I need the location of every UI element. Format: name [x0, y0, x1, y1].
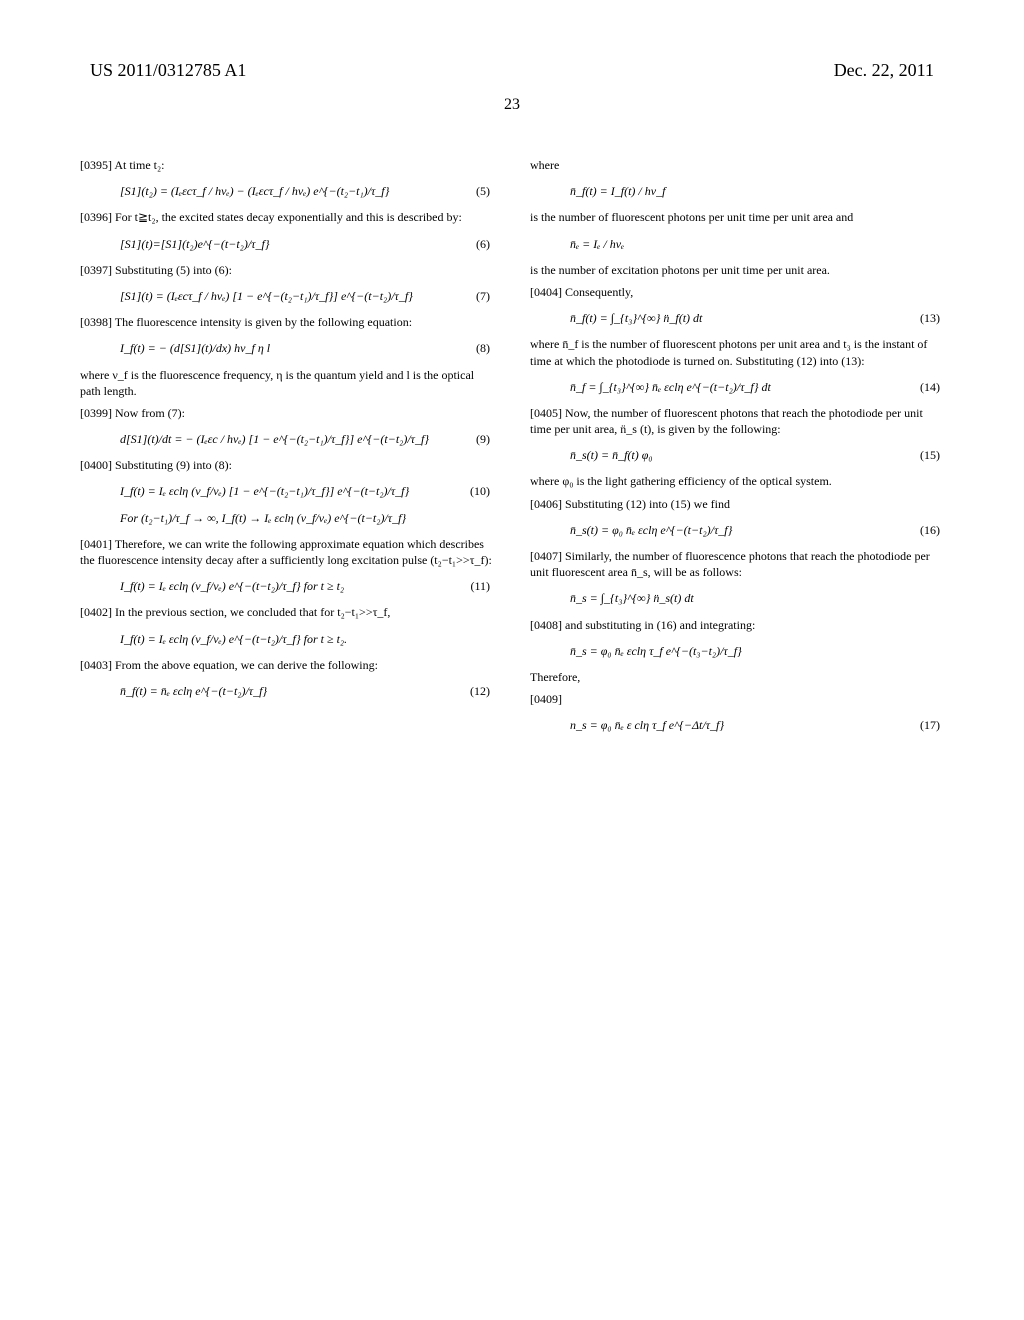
equation-10-number: (10): [450, 483, 494, 499]
equation-12: n̄_f(t) = n̄ₑ εclη e^{−(t−t₂)/τ_f} (12): [120, 683, 494, 699]
equation-9-text: d[S1](t)/dt = − (Iₑεc / hνₑ) [1 − e^{−(t…: [120, 431, 450, 447]
equation-13-text: n̄_f(t) = ∫_{t₃}^{∞} n̈_f(t) dt: [570, 310, 900, 326]
publication-date: Dec. 22, 2011: [834, 60, 934, 81]
equation-7-text: [S1](t) = (Iₑεcτ_f / hνₑ) [1 − e^{−(t₂−t…: [120, 288, 450, 304]
para-0405: [0405] Now, the number of fluorescent ph…: [530, 405, 944, 437]
equation-11-number: (11): [450, 578, 494, 594]
para-0404: [0404] Consequently,: [530, 284, 944, 300]
para-after-15: where φ₀ is the light gathering efficien…: [530, 473, 944, 489]
equation-15: n̄_s(t) = n̄_f(t) φ₀ (15): [570, 447, 944, 463]
equation-8: I_f(t) = − (d[S1](t)/dx) hν_f η l (8): [120, 340, 494, 356]
equation-15-text: n̄_s(t) = n̄_f(t) φ₀: [570, 447, 900, 463]
equation-12-text: n̄_f(t) = n̄ₑ εclη e^{−(t−t₂)/τ_f}: [120, 683, 450, 699]
equation-12-number: (12): [450, 683, 494, 699]
para-0403: [0403] From the above equation, we can d…: [80, 657, 494, 673]
left-column: [0395] At time t₂: [S1](t₂) = (Iₑεcτ_f /…: [80, 151, 494, 744]
para-0402: [0402] In the previous section, we concl…: [80, 604, 494, 620]
content-columns: [0395] At time t₂: [S1](t₂) = (Iₑεcτ_f /…: [80, 151, 944, 744]
equation-11-text: I_f(t) = Iₑ εclη (ν_f/νₑ) e^{−(t−t₂)/τ_f…: [120, 578, 450, 594]
equation-11: I_f(t) = Iₑ εclη (ν_f/νₑ) e^{−(t−t₂)/τ_f…: [120, 578, 494, 594]
equation-14-number: (14): [900, 379, 944, 395]
equation-7-number: (7): [450, 288, 494, 304]
para-0406: [0406] Substituting (12) into (15) we fi…: [530, 496, 944, 512]
equation-10a: I_f(t) = Iₑ εclη (ν_f/νₑ) [1 − e^{−(t₂−t…: [120, 483, 494, 499]
equation-15-number: (15): [900, 447, 944, 463]
equation-nf-def: n̄_f(t) = I_f(t) / hν_f: [570, 183, 944, 199]
equation-17-text: n_s = φ₀ n̄ₑ ε clη τ_f e^{−Δt/τ_f}: [570, 717, 900, 733]
equation-6-text: [S1](t)=[S1](t₂)e^{−(t−t₂)/τ_f}: [120, 236, 450, 252]
equation-16-number: (16): [900, 522, 944, 538]
equation-16: n̄_s(t) = φ₀ n̄ₑ εclη e^{−(t−t₂)/τ_f} (1…: [570, 522, 944, 538]
equation-8-number: (8): [450, 340, 494, 356]
page-number: 23: [0, 96, 1024, 114]
therefore-label: Therefore,: [530, 669, 944, 685]
para-0399: [0399] Now from (7):: [80, 405, 494, 421]
page-header: US 2011/0312785 A1 Dec. 22, 2011: [80, 60, 944, 81]
equation-9: d[S1](t)/dt = − (Iₑεc / hνₑ) [1 − e^{−(t…: [120, 431, 494, 447]
equation-after-0402: I_f(t) = Iₑ εclη (ν_f/νₑ) e^{−(t−t₂)/τ_f…: [120, 631, 494, 647]
para-0401: [0401] Therefore, we can write the follo…: [80, 536, 494, 568]
equation-6-number: (6): [450, 236, 494, 252]
para-0395: [0395] At time t₂:: [80, 157, 494, 173]
equation-14-text: n̄_f = ∫_{t₃}^{∞} n̄ₑ εclη e^{−(t−t₂)/τ_…: [570, 379, 900, 395]
para-0398: [0398] The fluorescence intensity is giv…: [80, 314, 494, 330]
para-after-13: where n̄_f is the number of fluorescent …: [530, 336, 944, 368]
para-0408: [0408] and substituting in (16) and inte…: [530, 617, 944, 633]
equation-17-number: (17): [900, 717, 944, 733]
equation-13-number: (13): [900, 310, 944, 326]
para-0396: [0396] For t≧t₂, the excited states deca…: [80, 209, 494, 225]
equation-ns-result: n̄_s = φ₀ n̄ₑ εclη τ_f e^{−(t₃−t₂)/τ_f}: [570, 643, 944, 659]
para-after-nf: is the number of fluorescent photons per…: [530, 209, 944, 225]
para-0397: [0397] Substituting (5) into (6):: [80, 262, 494, 278]
equation-5: [S1](t₂) = (Iₑεcτ_f / hνₑ) − (Iₑεcτ_f / …: [120, 183, 494, 199]
equation-7: [S1](t) = (Iₑεcτ_f / hνₑ) [1 − e^{−(t₂−t…: [120, 288, 494, 304]
para-after-ne: is the number of excitation photons per …: [530, 262, 944, 278]
equation-8-text: I_f(t) = − (d[S1](t)/dx) hν_f η l: [120, 340, 450, 356]
equation-9-number: (9): [450, 431, 494, 447]
para-0407: [0407] Similarly, the number of fluoresc…: [530, 548, 944, 580]
para-after-eq8: where ν_f is the fluorescence frequency,…: [80, 367, 494, 399]
equation-5-number: (5): [450, 183, 494, 199]
equation-14: n̄_f = ∫_{t₃}^{∞} n̄ₑ εclη e^{−(t−t₂)/τ_…: [570, 379, 944, 395]
equation-16-text: n̄_s(t) = φ₀ n̄ₑ εclη e^{−(t−t₂)/τ_f}: [570, 522, 900, 538]
equation-17: n_s = φ₀ n̄ₑ ε clη τ_f e^{−Δt/τ_f} (17): [570, 717, 944, 733]
equation-13: n̄_f(t) = ∫_{t₃}^{∞} n̈_f(t) dt (13): [570, 310, 944, 326]
para-0409: [0409]: [530, 691, 944, 707]
publication-number: US 2011/0312785 A1: [90, 60, 246, 81]
equation-10b: For (t₂−t₁)/τ_f → ∞, I_f(t) → Iₑ εclη (ν…: [120, 510, 494, 526]
right-column: where n̄_f(t) = I_f(t) / hν_f is the num…: [530, 151, 944, 744]
equation-6: [S1](t)=[S1](t₂)e^{−(t−t₂)/τ_f} (6): [120, 236, 494, 252]
para-0400: [0400] Substituting (9) into (8):: [80, 457, 494, 473]
page: US 2011/0312785 A1 Dec. 22, 2011 23 [039…: [0, 0, 1024, 1320]
equation-10a-text: I_f(t) = Iₑ εclη (ν_f/νₑ) [1 − e^{−(t₂−t…: [120, 483, 450, 499]
where-1: where: [530, 157, 944, 173]
equation-5-text: [S1](t₂) = (Iₑεcτ_f / hνₑ) − (Iₑεcτ_f / …: [120, 183, 450, 199]
equation-ne-def: n̄ₑ = Iₑ / hνₑ: [570, 236, 944, 252]
equation-ns-integral: n̄_s = ∫_{t₃}^{∞} n̈_s(t) dt: [570, 590, 944, 606]
